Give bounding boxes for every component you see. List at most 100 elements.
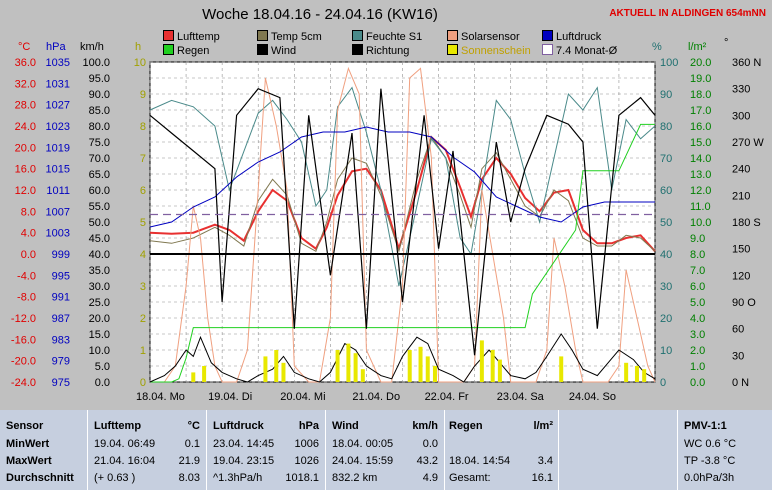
col-luftdruck: Luftdruck hPa 23.04. 14:45 1006 19.04. 2… <box>206 410 323 490</box>
wind-tick: 0.0 <box>95 377 110 389</box>
x-tick-label: 23.04. Sa <box>497 391 545 403</box>
hours-unit: h <box>135 41 141 53</box>
unit-luftdruck: hPa <box>298 420 319 432</box>
wind-tick: 40.0 <box>89 249 110 261</box>
humidity-tick: 40 <box>660 249 672 261</box>
temp-tick: -8.0 <box>17 292 36 304</box>
humidity-tick: 10 <box>660 345 672 357</box>
wind-tick: 55.0 <box>89 201 110 213</box>
direction-tick: 90 O <box>732 297 756 309</box>
sunshine-tick: 4 <box>140 249 146 261</box>
legend-label: Lufttemp <box>177 31 220 43</box>
legend-label: Regen <box>177 45 210 57</box>
temp-tick: 24.0 <box>15 121 36 133</box>
wind-tick: 25.0 <box>89 297 110 309</box>
lufttemp-max-val: 21.9 <box>178 455 200 467</box>
legend-item: Richtung <box>352 44 409 57</box>
pressure-tick: 1007 <box>46 206 70 218</box>
humidity-tick: 50 <box>660 217 672 229</box>
regen-total-val: 16.1 <box>531 472 553 484</box>
rain-unit: l/m² <box>688 41 707 53</box>
pmv-wc: WC 0.6 °C <box>684 438 737 450</box>
sunshine-bar <box>335 350 340 382</box>
sunshine-bar <box>634 366 639 382</box>
direction-tick: 60 <box>732 324 744 336</box>
hdr-lufttemp: Lufttemp <box>94 420 142 432</box>
sunshine-bar <box>432 366 437 382</box>
rain-tick: 5.0 <box>690 297 705 309</box>
legend-item: Sonnenschein <box>447 44 531 57</box>
wind-unit: km/h <box>80 41 104 53</box>
pmv-trend: 0.0hPa/3h <box>684 472 735 484</box>
temp-tick: 32.0 <box>15 78 36 90</box>
sunshine-bar <box>497 359 502 382</box>
regen-max-val: 3.4 <box>537 455 553 467</box>
row-max: MaxWert <box>6 455 52 467</box>
sunshine-bar <box>624 362 629 382</box>
direction-tick: 270 W <box>732 137 764 149</box>
series-solarsensor <box>150 66 656 383</box>
legend-label: Sonnenschein <box>461 45 531 57</box>
legend-item: Temp 5cm <box>257 30 322 43</box>
legend-item: Lufttemp <box>163 30 220 43</box>
wind-min-time: 18.04. 00:05 <box>332 438 394 450</box>
legend-label: Luftdruck <box>556 31 602 43</box>
legend-item: Solarsensor <box>447 30 520 43</box>
wind-tick: 70.0 <box>89 153 110 165</box>
lufttemp-min-time: 19.04. 06:49 <box>94 438 156 450</box>
x-tick-label: 22.04. Fr <box>425 391 469 403</box>
temp-tick: 36.0 <box>15 57 36 69</box>
rain-tick: 6.0 <box>690 281 705 293</box>
col-sensor: Sensor MinWert MaxWert Durchschnitt <box>0 410 85 490</box>
temp-tick: 20.0 <box>15 142 36 154</box>
luftdruck-max-time: 19.04. 23:15 <box>213 455 275 467</box>
sunshine-bar <box>559 356 564 382</box>
sunshine-tick: 5 <box>140 217 146 229</box>
wind-tick: 15.0 <box>89 329 110 341</box>
wind-tick: 45.0 <box>89 233 110 245</box>
unit-lufttemp: °C <box>187 420 200 432</box>
wind-tick: 10.0 <box>89 345 110 357</box>
location-label: AKTUELL IN ALDINGEN 654mNN <box>609 8 766 19</box>
rain-tick: 20.0 <box>690 57 711 69</box>
rain-tick: 0.0 <box>690 377 705 389</box>
series-regen <box>150 123 655 383</box>
legend-item: 7.4 Monat-Ø <box>542 44 617 57</box>
col-pmv: PMV-1:1 WC 0.6 °C TP -3.8 °C 0.0hPa/3h <box>677 410 772 490</box>
pressure-tick: 999 <box>52 249 70 261</box>
col-regen: Regen l/m² 18.04. 14:54 3.4 Gesamt: 16.1 <box>444 410 557 490</box>
legend-swatch <box>447 30 458 41</box>
hdr-luftdruck: Luftdruck <box>213 420 264 432</box>
legend-label: Wind <box>271 45 297 57</box>
sunshine-bar <box>353 353 358 382</box>
row-avg: Durchschnitt <box>6 472 74 484</box>
sunshine-bar <box>418 346 423 382</box>
direction-tick: 330 <box>732 84 750 96</box>
legend-item: Wind <box>257 44 296 57</box>
wind-tick: 100.0 <box>82 57 110 69</box>
hdr-sensor: Sensor <box>6 420 44 432</box>
luftdruck-trend: ^1.3hPa/h <box>213 472 263 484</box>
humidity-tick: 100 <box>660 57 678 69</box>
wind-tick: 5.0 <box>95 361 110 373</box>
sunshine-tick: 6 <box>140 185 146 197</box>
pressure-tick: 1015 <box>46 164 70 176</box>
temp-tick: 8.0 <box>21 206 36 218</box>
wind-tick: 65.0 <box>89 169 110 181</box>
wind-max-val: 43.2 <box>416 455 438 467</box>
humidity-tick: 20 <box>660 313 672 325</box>
series-wind <box>149 333 656 383</box>
humidity-tick: 0 <box>660 377 666 389</box>
legend-item: Feuchte S1 <box>352 30 422 43</box>
temp-tick: -20.0 <box>11 356 36 368</box>
hdr-wind: Wind <box>332 420 359 432</box>
col-lufttemp: Lufttemp °C 19.04. 06:49 0.1 21.04. 16:0… <box>87 410 204 490</box>
x-tick-label: 21.04. Do <box>352 391 400 403</box>
legend-swatch <box>352 30 363 41</box>
wind-min-val: 0.0 <box>422 438 438 450</box>
sunshine-bar <box>281 362 286 382</box>
sunshine-bar <box>407 350 412 382</box>
wind-tick: 35.0 <box>89 265 110 277</box>
pressure-tick: 979 <box>52 356 70 368</box>
legend-item: Regen <box>163 44 209 57</box>
